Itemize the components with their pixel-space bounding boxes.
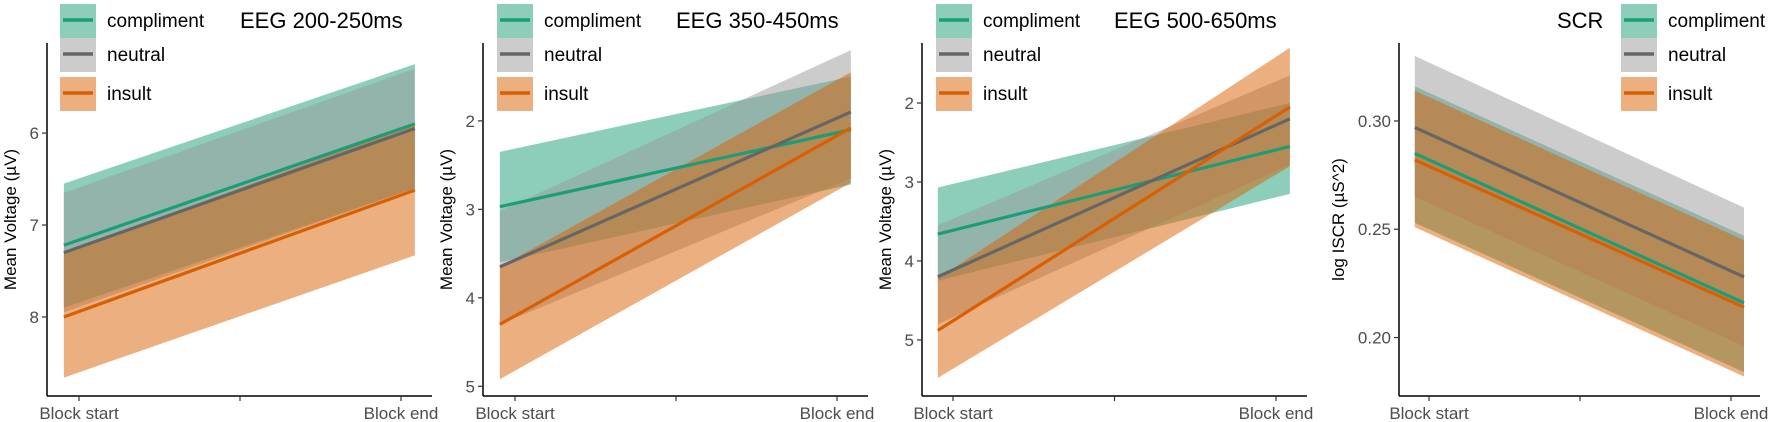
y-tick-label: 4 (905, 252, 914, 271)
series-line-compliment (1414, 151, 1745, 305)
legend-item-neutral: neutral (60, 38, 165, 72)
y-tick-label: 2 (905, 94, 914, 113)
legend-label: compliment (1668, 11, 1766, 32)
legend-label: compliment (107, 11, 205, 32)
panel-title: SCR (1557, 8, 1603, 33)
y-axis-title: Mean Voltage (µV) (1, 149, 20, 290)
y-tick-label: 0.30 (1358, 112, 1391, 131)
series-line-neutral (499, 110, 852, 269)
ci-ribbon-insult (63, 123, 415, 378)
legend-label: compliment (544, 11, 642, 32)
y-tick-label: 7 (30, 216, 39, 235)
series-line-neutral (63, 126, 416, 255)
series-line-neutral (1414, 126, 1745, 279)
series-line-insult (936, 105, 1291, 332)
y-tick-label: 0.20 (1358, 329, 1391, 348)
panel-4: 0.30 0.25 0.20 Block start Block end log ISCR… (1329, 4, 1768, 422)
legend: compliment neutral insult (60, 4, 205, 111)
legend-label: neutral (107, 45, 165, 66)
series-line-insult (499, 126, 852, 326)
x-tick-label: Block end (1694, 404, 1769, 422)
x-tick-label: Block end (364, 404, 439, 422)
y-tick-label: 6 (30, 124, 39, 143)
legend-item-neutral: neutral (1621, 38, 1726, 72)
panel-1: 6 7 8 Block start Block end Mean Voltage (µV)… (1, 4, 438, 422)
x-tick-label: Block start (913, 404, 993, 422)
y-axis-title: Mean Voltage (µV) (876, 149, 895, 290)
legend-label: neutral (983, 45, 1041, 66)
y-tick-label: 3 (466, 200, 475, 219)
series-line-compliment (937, 144, 1291, 236)
legend-label: neutral (1668, 45, 1726, 66)
panel-title: EEG 350-450ms (676, 8, 839, 33)
series-line-compliment (499, 128, 852, 209)
legend: compliment neutral insult (497, 4, 642, 111)
y-tick-label: 2 (466, 112, 475, 131)
x-tick-label: Block start (475, 404, 555, 422)
series-line-insult (63, 188, 416, 319)
panel-3: 2 3 4 5 Block start Block end Mean Voltage (µV… (876, 4, 1313, 422)
legend-item-neutral: neutral (936, 38, 1041, 72)
ci-ribbon-insult (937, 47, 1290, 378)
y-tick-label: 3 (905, 173, 914, 192)
legend: compliment neutral insult (936, 4, 1081, 111)
legend-item-insult: insult (497, 77, 589, 111)
y-axis-title: Mean Voltage (µV) (437, 149, 456, 290)
x-tick-label: Block start (1389, 404, 1469, 422)
x-tick-label: Block end (800, 404, 875, 422)
legend-label: neutral (544, 45, 602, 66)
legend-item-compliment: compliment (1621, 4, 1766, 38)
legend-item-insult: insult (936, 77, 1028, 111)
legend-item-insult: insult (60, 77, 152, 111)
legend: compliment neutral insult (1621, 4, 1766, 111)
x-tick-label: Block end (1239, 404, 1314, 422)
y-axis-title: log ISCR (µS^2) (1329, 158, 1348, 281)
legend-label: insult (544, 84, 589, 105)
panel-title: EEG 200-250ms (240, 8, 403, 33)
y-tick-label: 5 (905, 331, 914, 350)
series-line-compliment (63, 122, 416, 247)
legend-item-neutral: neutral (497, 38, 602, 72)
y-tick-label: 4 (466, 289, 475, 308)
y-tick-label: 8 (30, 308, 39, 327)
legend-item-compliment: compliment (936, 4, 1081, 38)
legend-item-compliment: compliment (497, 4, 642, 38)
panel-title: EEG 500-650ms (1114, 8, 1277, 33)
legend-label: insult (1668, 84, 1713, 105)
y-tick-label: 5 (466, 377, 475, 396)
legend-label: compliment (983, 11, 1081, 32)
series-line-insult (1414, 158, 1745, 309)
y-tick-label: 0.25 (1358, 220, 1391, 239)
x-tick-label: Block start (39, 404, 119, 422)
legend-label: insult (107, 84, 152, 105)
legend-label: insult (983, 84, 1028, 105)
legend-item-compliment: compliment (60, 4, 205, 38)
legend-item-insult: insult (1621, 77, 1713, 111)
